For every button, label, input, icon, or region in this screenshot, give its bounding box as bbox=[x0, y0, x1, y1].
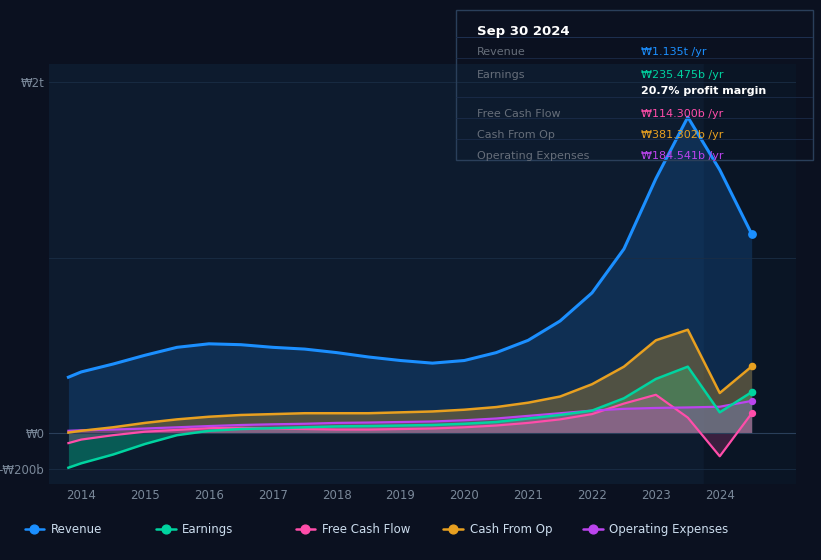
Bar bbox=[704, 64, 796, 484]
Text: Earnings: Earnings bbox=[477, 69, 525, 80]
Text: Free Cash Flow: Free Cash Flow bbox=[322, 522, 410, 536]
Point bbox=[745, 409, 759, 418]
Point bbox=[745, 230, 759, 239]
Text: 20.7% profit margin: 20.7% profit margin bbox=[641, 86, 767, 96]
Point bbox=[447, 525, 460, 534]
Point bbox=[745, 388, 759, 396]
Text: Revenue: Revenue bbox=[477, 47, 525, 57]
Text: ₩381.302b /yr: ₩381.302b /yr bbox=[641, 129, 724, 139]
Text: Cash From Op: Cash From Op bbox=[470, 522, 552, 536]
Text: Earnings: Earnings bbox=[182, 522, 234, 536]
Point bbox=[159, 525, 172, 534]
Text: Cash From Op: Cash From Op bbox=[477, 129, 555, 139]
Point bbox=[745, 396, 759, 405]
Point bbox=[28, 525, 41, 534]
Text: Free Cash Flow: Free Cash Flow bbox=[477, 109, 561, 119]
Text: Revenue: Revenue bbox=[51, 522, 103, 536]
Text: ₩235.475b /yr: ₩235.475b /yr bbox=[641, 69, 724, 80]
Point bbox=[586, 525, 599, 534]
Text: Operating Expenses: Operating Expenses bbox=[609, 522, 728, 536]
Point bbox=[745, 362, 759, 371]
Text: ₩114.300b /yr: ₩114.300b /yr bbox=[641, 109, 723, 119]
Point bbox=[299, 525, 312, 534]
Text: Operating Expenses: Operating Expenses bbox=[477, 151, 589, 161]
Text: ₩184.541b /yr: ₩184.541b /yr bbox=[641, 151, 724, 161]
Text: Sep 30 2024: Sep 30 2024 bbox=[477, 25, 570, 38]
Text: ₩1.135t /yr: ₩1.135t /yr bbox=[641, 47, 707, 57]
